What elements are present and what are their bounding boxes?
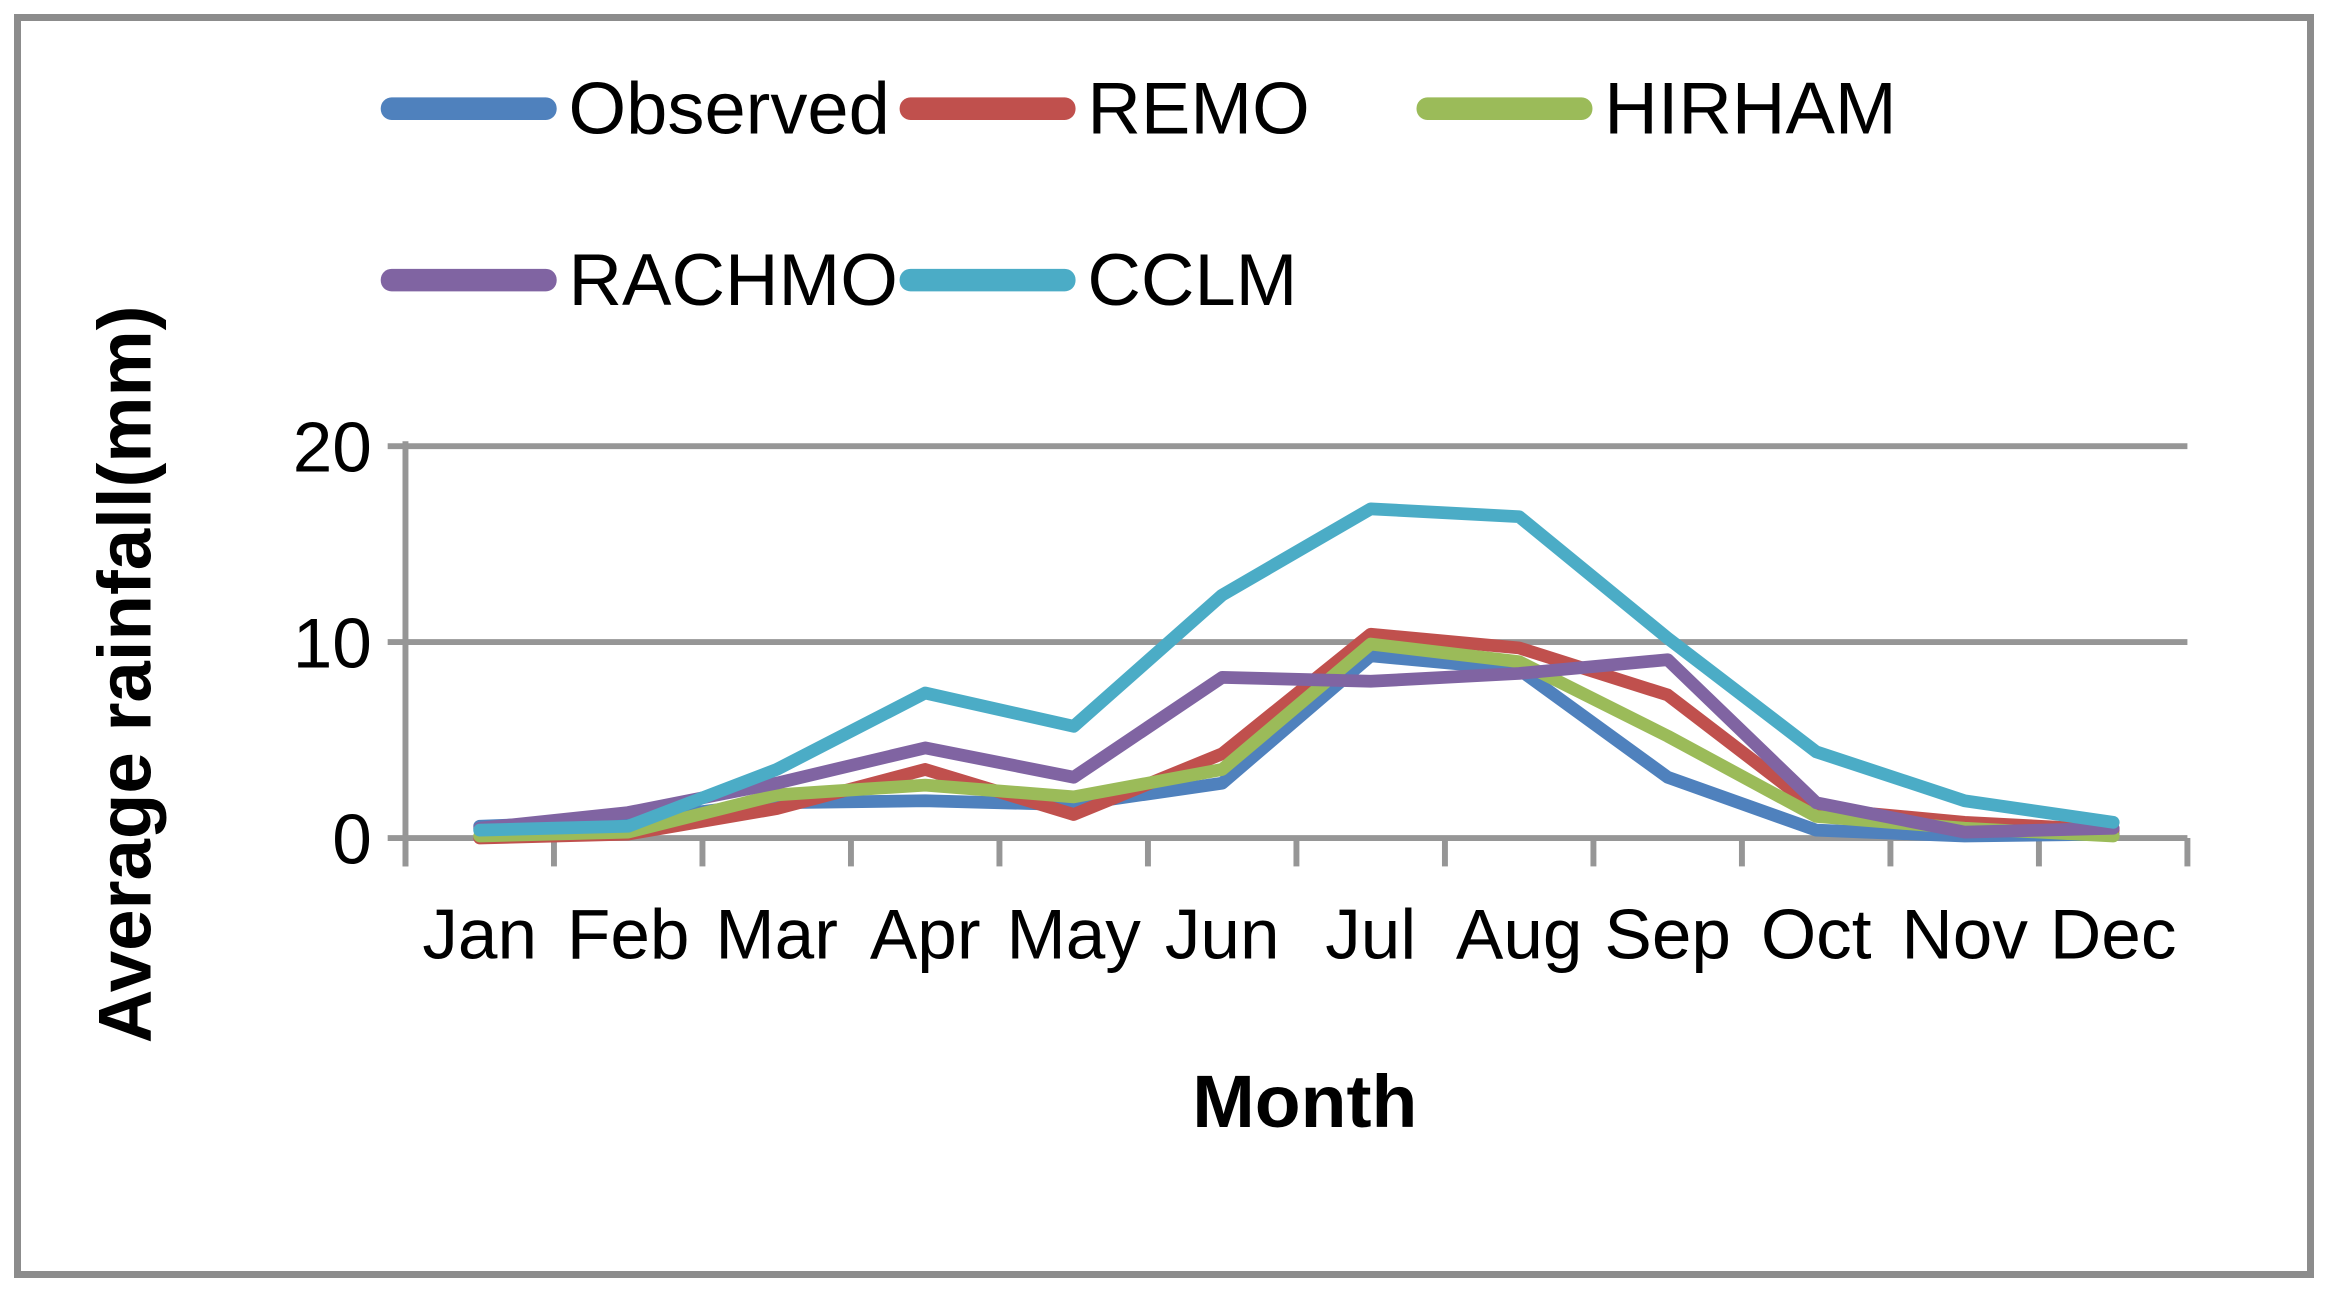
- x-tick-label-jan: Jan: [422, 896, 537, 975]
- series-line-hirham: [473, 637, 2120, 843]
- x-tick-label-dec: Dec: [2050, 896, 2177, 975]
- y-tick-label-20: 20: [293, 409, 372, 488]
- legend-label-observed: Observed: [569, 67, 890, 150]
- chart-figure-frame: Observed REMO HIRHAM RACHMO CCLM 0 10 20 Jan Feb M…: [14, 14, 2314, 1278]
- x-tick-label-aug: Aug: [1456, 896, 1583, 975]
- x-tick-label-nov: Nov: [1901, 896, 2028, 975]
- x-tick-label-sep: Sep: [1604, 896, 1731, 975]
- series-line-rachmo: [473, 653, 2120, 839]
- x-tick-label-jun: Jun: [1165, 896, 1280, 975]
- x-axis-title: Month: [1192, 1059, 1417, 1143]
- y-tick-label-0: 0: [332, 801, 372, 880]
- x-tick-label-mar: Mar: [715, 896, 838, 975]
- x-tick-label-feb: Feb: [567, 896, 690, 975]
- y-tick-label-10: 10: [293, 605, 372, 684]
- legend-swatch-observed: [380, 97, 557, 120]
- rainfall-line-chart: Observed REMO HIRHAM RACHMO CCLM 0 10 20 Jan Feb M…: [82, 67, 2191, 1143]
- legend-label-hirham: HIRHAM: [1604, 67, 1896, 150]
- legend-swatch-rachmo: [380, 268, 557, 292]
- legend-swatch-cclm: [899, 268, 1076, 292]
- legend-label-remo: REMO: [1087, 67, 1309, 150]
- x-tick-label-apr: Apr: [870, 896, 981, 975]
- legend-label-rachmo: RACHMO: [569, 238, 898, 321]
- series-line-cclm: [473, 502, 2120, 837]
- x-tick-label-oct: Oct: [1761, 896, 1872, 975]
- legend-swatch-hirham: [1416, 97, 1593, 120]
- legend-label-cclm: CCLM: [1087, 238, 1297, 321]
- legend-swatch-remo: [899, 97, 1076, 120]
- x-tick-label-may: May: [1006, 896, 1141, 975]
- x-tick-label-jul: Jul: [1325, 896, 1416, 975]
- y-axis-title: Average rainfall(mm): [82, 306, 166, 1044]
